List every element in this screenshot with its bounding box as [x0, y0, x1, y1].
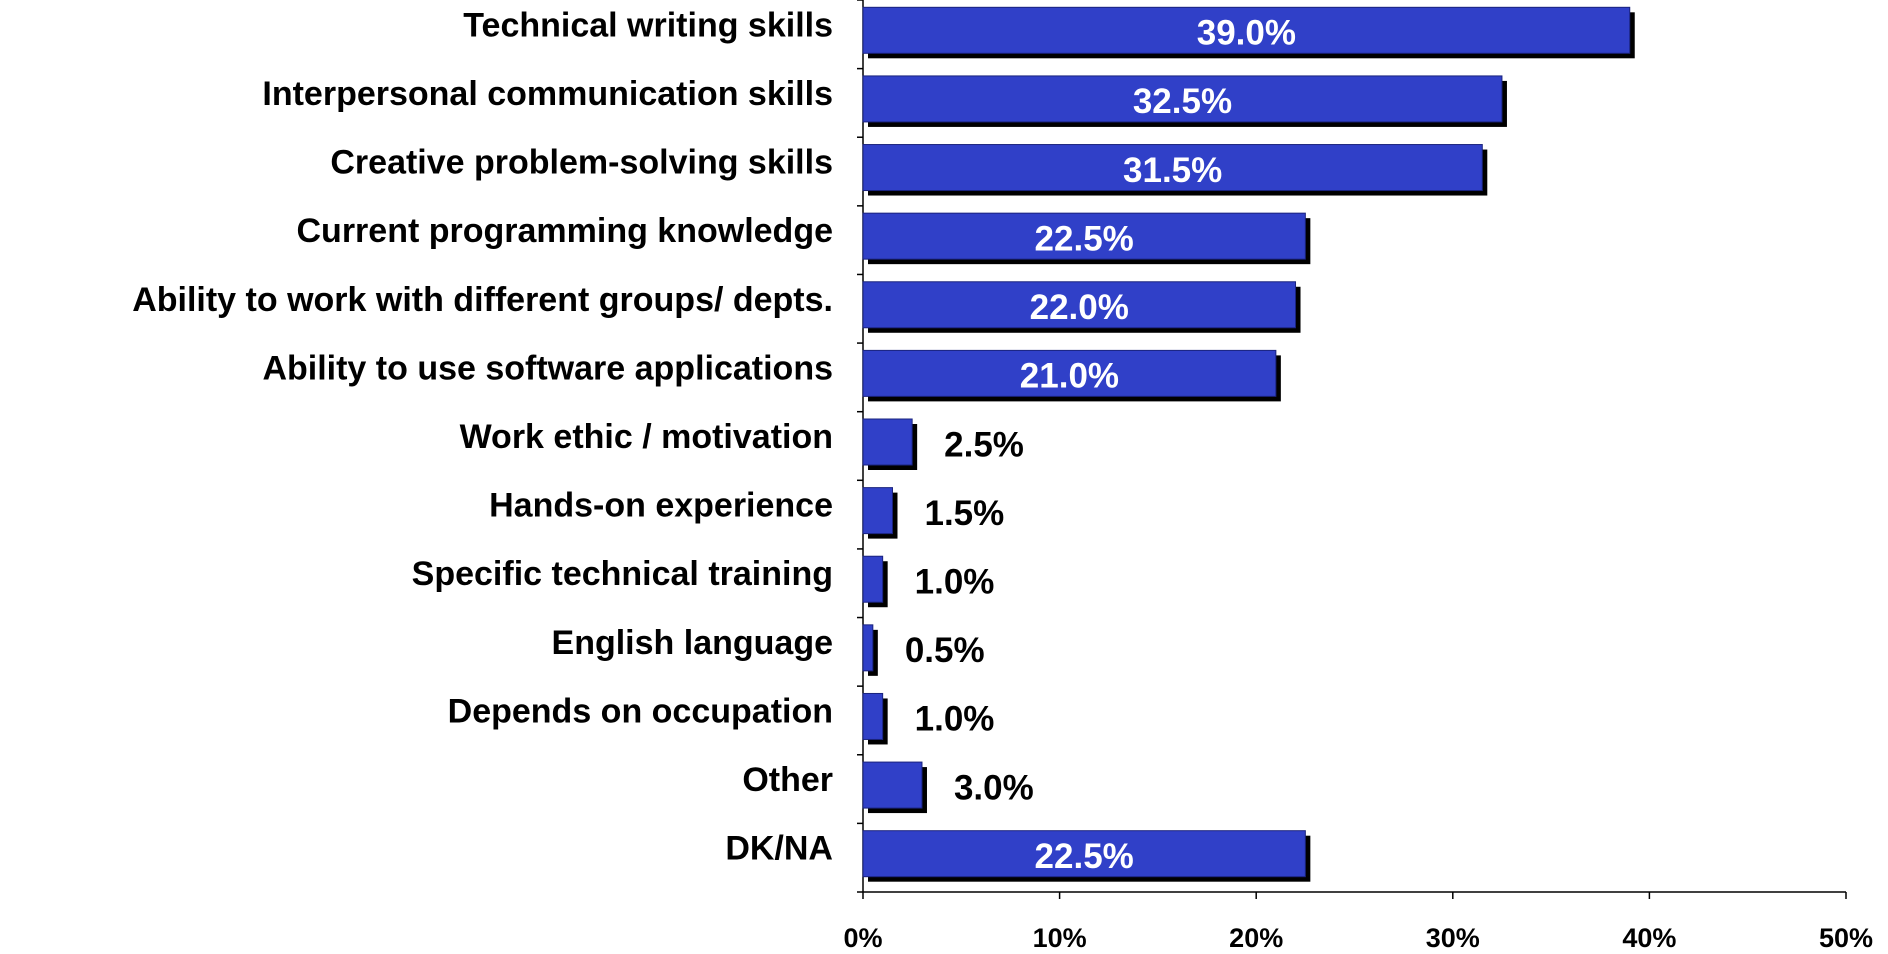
- y-tick-label: Hands-on experience: [489, 487, 833, 525]
- data-label: 22.0%: [1030, 288, 1129, 327]
- data-label: 1.5%: [924, 494, 1004, 533]
- bar: [862, 212, 1306, 260]
- bar: [862, 830, 1306, 878]
- y-tick-label: Creative problem-solving skills: [330, 144, 833, 182]
- data-label: 1.0%: [915, 562, 995, 601]
- bar: [862, 418, 913, 466]
- bar: [862, 692, 884, 740]
- bar: [862, 555, 884, 603]
- data-label: 2.5%: [944, 425, 1024, 464]
- x-tick-label: 20%: [1229, 923, 1283, 953]
- y-tick-label: Specific technical training: [412, 555, 833, 593]
- data-label: 39.0%: [1197, 14, 1296, 53]
- bar: [862, 281, 1297, 329]
- data-label: 22.5%: [1035, 837, 1134, 876]
- data-label: 32.5%: [1133, 82, 1232, 121]
- x-tick-label: 0%: [843, 923, 882, 953]
- x-tick-label: 30%: [1426, 923, 1480, 953]
- y-tick-label: English language: [552, 624, 833, 662]
- data-label: 31.5%: [1123, 151, 1222, 190]
- bar: [862, 6, 1631, 54]
- y-tick-label: Work ethic / motivation: [460, 418, 833, 456]
- y-tick-label: Interpersonal communication skills: [262, 75, 833, 113]
- x-tick-label: 10%: [1033, 923, 1087, 953]
- y-tick-label: Other: [742, 761, 833, 799]
- data-label: 21.0%: [1020, 357, 1119, 396]
- data-label: 3.0%: [954, 768, 1034, 807]
- y-tick-label: Technical writing skills: [463, 6, 833, 44]
- y-tick-label: Depends on occupation: [448, 692, 833, 730]
- bar: [862, 624, 874, 672]
- y-tick-label: DK/NA: [725, 830, 833, 868]
- bar: [862, 75, 1503, 123]
- y-tick-label: Current programming knowledge: [297, 212, 834, 250]
- bar: [862, 144, 1483, 192]
- bar: [862, 349, 1277, 397]
- bar: [862, 761, 923, 809]
- data-label: 22.5%: [1035, 219, 1134, 258]
- data-label: 1.0%: [915, 700, 995, 739]
- x-tick-label: 50%: [1819, 923, 1873, 953]
- data-label: 0.5%: [905, 631, 985, 670]
- bar: [862, 487, 893, 535]
- y-tick-label: Ability to use software applications: [262, 349, 833, 387]
- y-tick-label: Ability to work with different groups/ d…: [132, 281, 833, 319]
- x-tick-label: 40%: [1622, 923, 1676, 953]
